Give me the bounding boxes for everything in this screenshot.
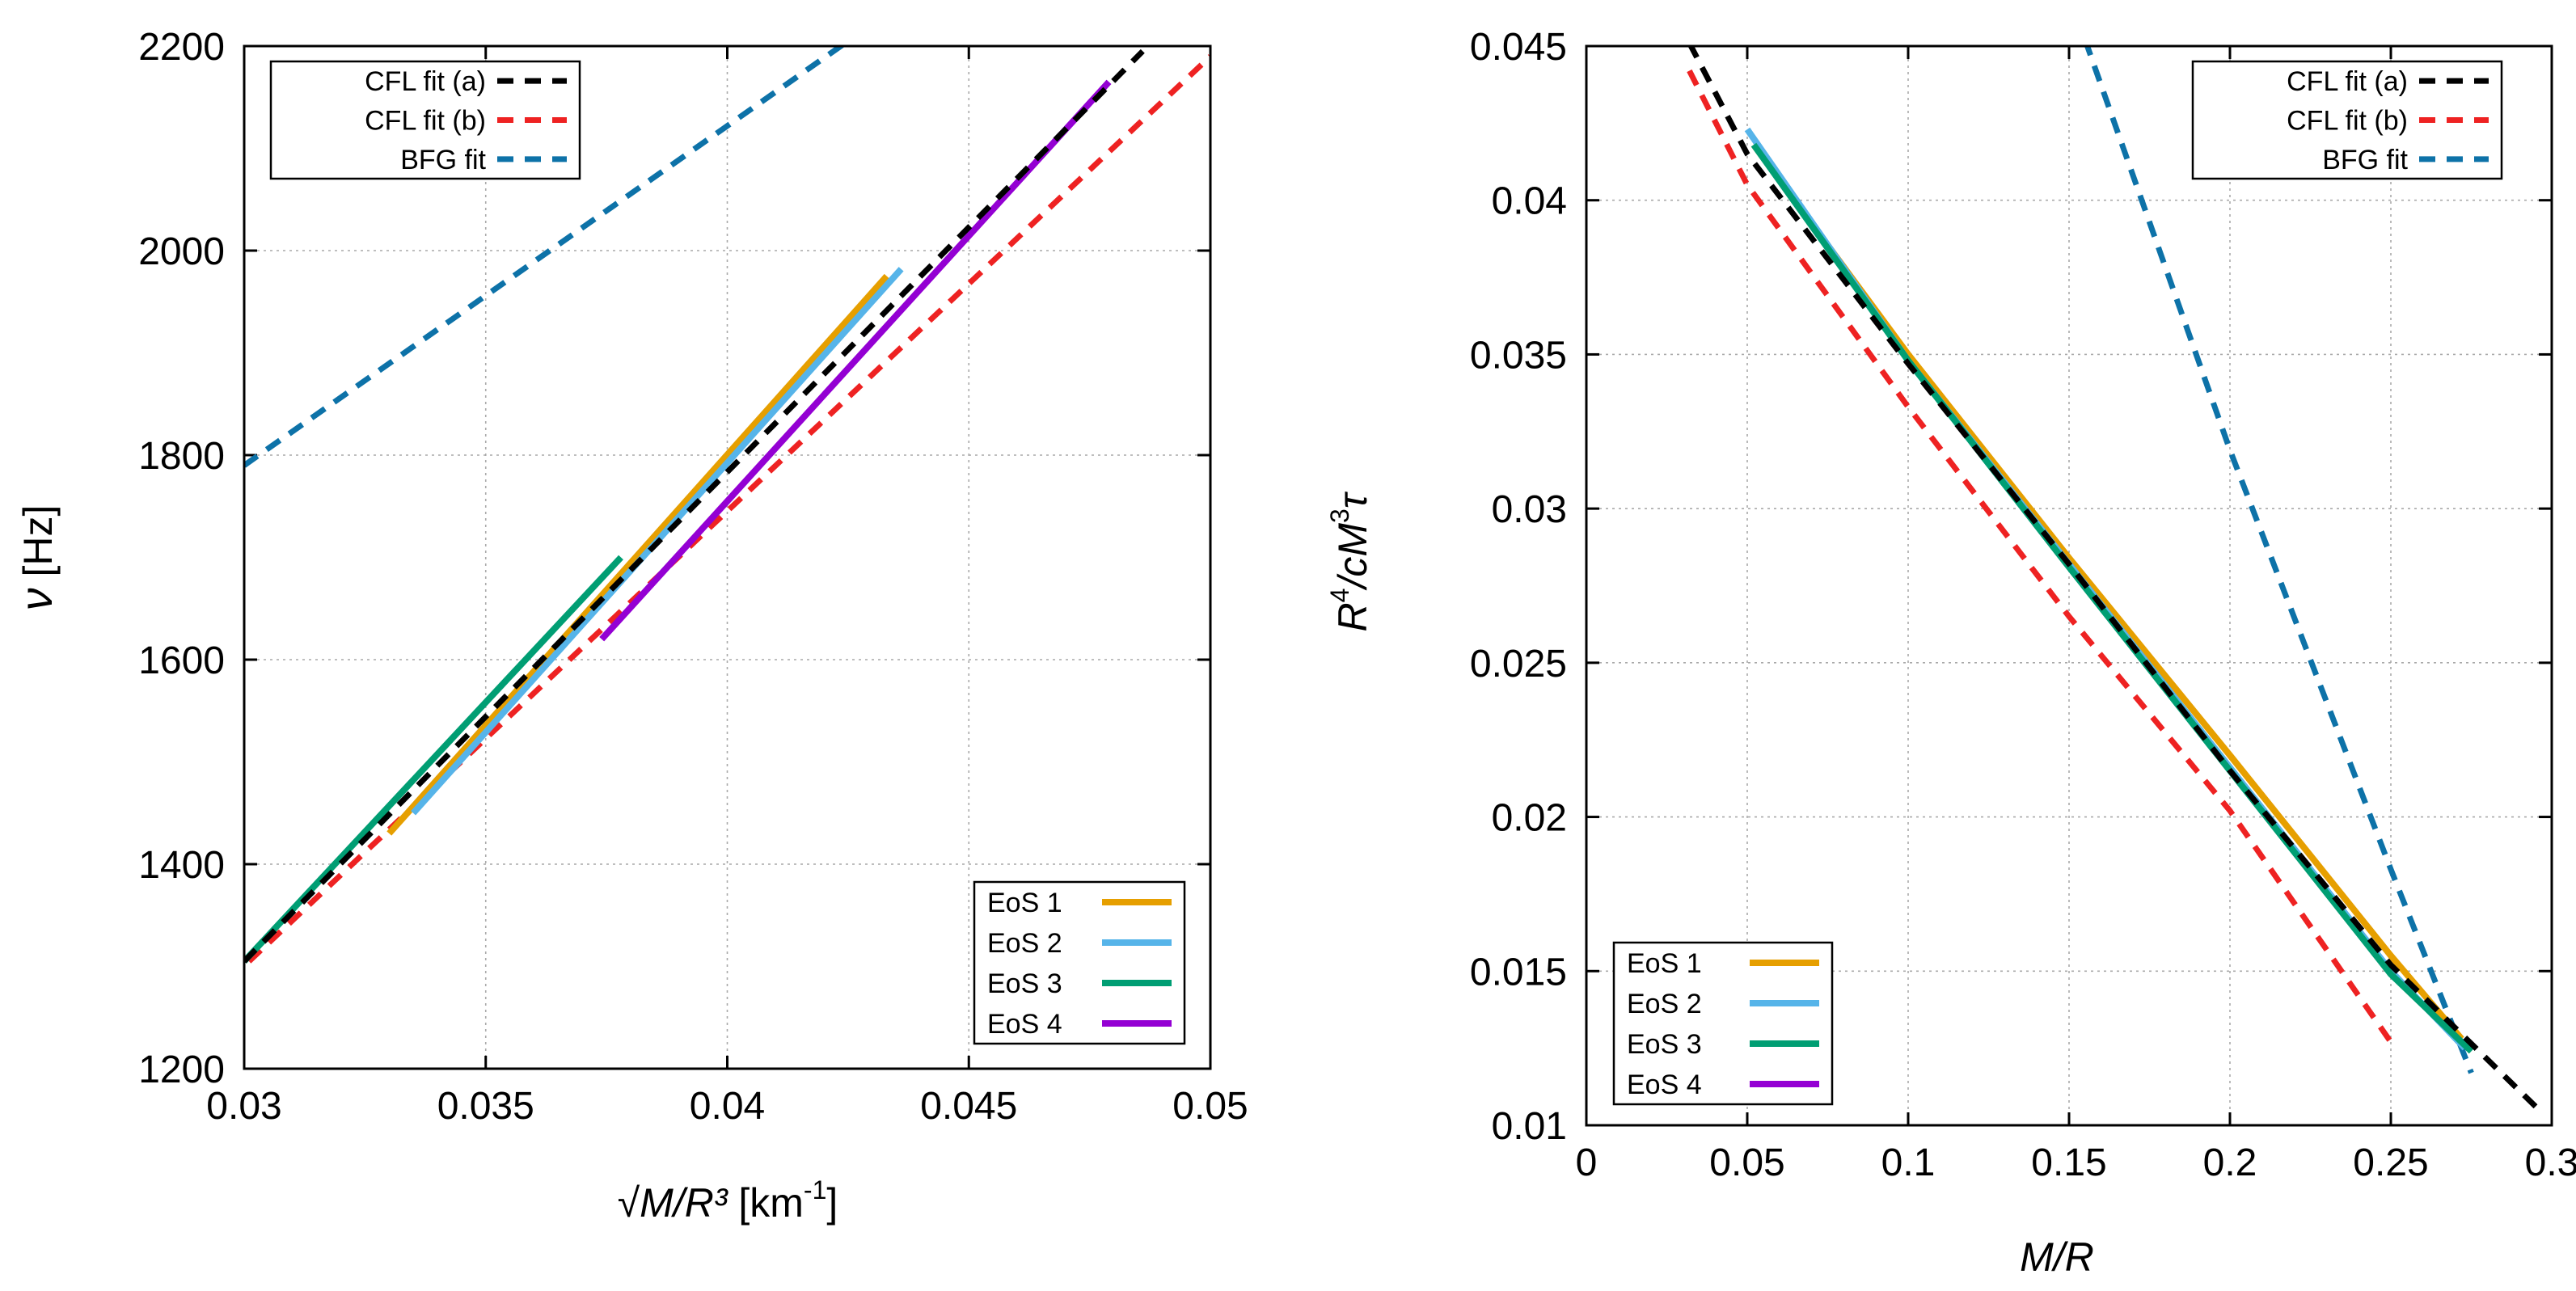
left-y-axis-label: ν [Hz] <box>11 505 61 611</box>
series-line-eos-1 <box>1750 142 2464 1041</box>
x-tick-label: 0.05 <box>1172 1085 1248 1128</box>
legend-label: CFL fit (a) <box>365 66 486 97</box>
x-tick-label: 0.1 <box>1881 1141 1936 1184</box>
series-line-eos-4 <box>599 79 1112 642</box>
x-tick-label: 0.25 <box>2353 1141 2428 1184</box>
x-tick-label: 0.3 <box>2525 1141 2576 1184</box>
legend-box <box>973 880 1186 1045</box>
x-tick-label: 0.2 <box>2203 1141 2257 1184</box>
legend-label: EoS 3 <box>987 968 1062 999</box>
x-tick-label: 0.05 <box>1709 1141 1784 1184</box>
series-line-cfl-fit-a <box>1687 46 2544 1116</box>
legend-label: EoS 4 <box>987 1009 1062 1040</box>
y-tick-label: 0.03 <box>1492 488 1567 531</box>
legend-label: CFL fit (b) <box>365 106 486 137</box>
series-line-eos-1 <box>386 273 889 836</box>
right-chart: 0 0.05 0.1 0.15 0.2 0.25 0.3 0.01 0.015 0.02 0.025… <box>1470 26 2576 1184</box>
x-tick-label: 0.03 <box>206 1085 281 1128</box>
y-tick-label: 1400 <box>138 844 225 887</box>
y-tick-label: 0.035 <box>1470 334 1567 377</box>
x-tick-label: 0 <box>1576 1141 1598 1184</box>
legend-label: EoS 2 <box>1627 989 1702 1019</box>
legend-label: CFL fit (a) <box>2287 66 2408 97</box>
left-x-axis-label: √M/R³ [km-1] <box>618 1175 838 1226</box>
right-y-axis-label: R4/cM3τ <box>1325 491 1375 631</box>
legend-label: EoS 2 <box>987 928 1062 959</box>
y-tick-label: 2200 <box>138 26 225 69</box>
y-tick-label: 1600 <box>138 639 225 682</box>
y-tick-label: 0.015 <box>1470 951 1567 994</box>
plot-frame <box>1585 44 2553 1127</box>
y-tick-label: 0.04 <box>1492 180 1567 223</box>
x-tick-label: 0.035 <box>437 1085 534 1128</box>
series-line-bfg-fit <box>2084 46 2474 1074</box>
legend-label: CFL fit (b) <box>2287 106 2408 137</box>
x-tick-label: 0.04 <box>690 1085 765 1128</box>
series-line-eos-3 <box>1750 142 2474 1054</box>
legend-label: EoS 3 <box>1627 1029 1702 1060</box>
right-x-axis-label: M/R <box>2020 1234 2094 1280</box>
legend-label: EoS 1 <box>1627 948 1702 979</box>
y-tick-label: 1800 <box>138 435 225 478</box>
y-tick-label: 0.02 <box>1492 797 1567 840</box>
series-line-cfl-fit-b <box>1687 69 2393 1044</box>
legend-label: BFG fit <box>2322 145 2408 175</box>
legend-box <box>1612 941 1834 1106</box>
x-tick-label: 0.15 <box>2031 1141 2106 1184</box>
left-chart: 0.03 0.035 0.04 0.045 0.05 1200 1400 1600 1800 20… <box>138 26 1248 1128</box>
legend-label: EoS 1 <box>987 888 1062 918</box>
legend-label: EoS 4 <box>1627 1070 1702 1100</box>
plot-frame <box>243 44 1212 1070</box>
y-tick-label: 2000 <box>138 230 225 273</box>
x-tick-label: 0.045 <box>920 1085 1017 1128</box>
y-tick-label: 0.025 <box>1470 643 1567 686</box>
legend-label: BFG fit <box>400 145 486 175</box>
y-tick-label: 0.045 <box>1470 26 1567 69</box>
y-tick-label: 0.01 <box>1492 1105 1567 1148</box>
series-line-bfg-fit <box>244 46 847 468</box>
series-line-cfl-fit-a <box>244 49 1145 964</box>
y-tick-label: 1200 <box>138 1048 225 1091</box>
